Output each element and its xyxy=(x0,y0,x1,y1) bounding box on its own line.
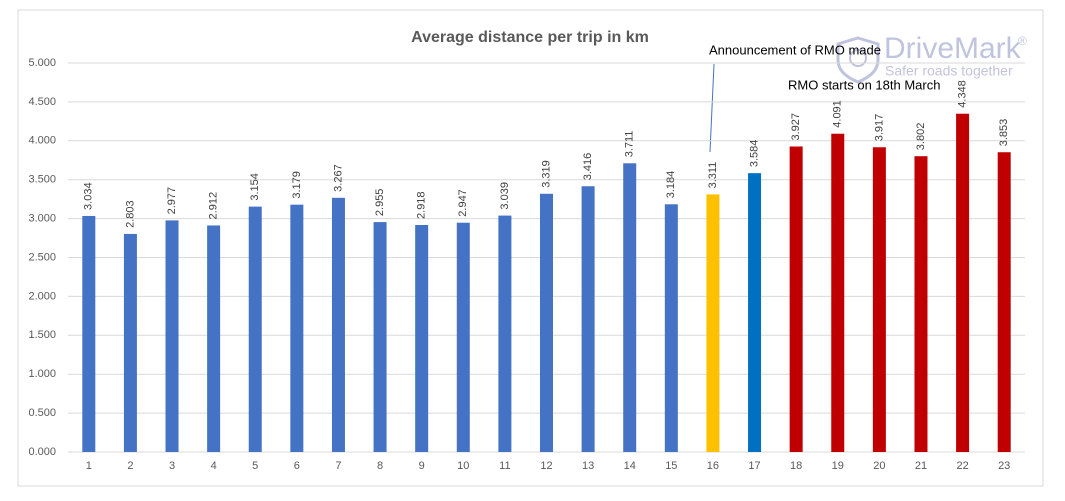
bar xyxy=(207,225,221,452)
x-tick-label: 7 xyxy=(335,460,341,472)
bar xyxy=(290,204,304,452)
y-tick-label: 0.000 xyxy=(28,446,56,458)
logo-name: DriveMark xyxy=(884,32,1022,65)
chart-border xyxy=(17,9,1044,487)
bar xyxy=(82,215,96,452)
bar xyxy=(331,197,345,452)
x-tick-label: 13 xyxy=(582,460,594,472)
bar xyxy=(456,222,470,452)
value-label: 3.184 xyxy=(665,171,677,199)
x-tick-label: 8 xyxy=(377,460,383,472)
value-label: 3.034 xyxy=(83,182,95,210)
x-tick-label: 10 xyxy=(457,460,469,472)
bar xyxy=(415,224,429,452)
chart-title: Average distance per trip in km xyxy=(411,29,649,46)
bar xyxy=(123,233,137,452)
x-tick-label: 19 xyxy=(832,460,844,472)
value-label: 3.853 xyxy=(998,119,1010,147)
value-label: 3.584 xyxy=(748,140,760,168)
x-tick-label: 22 xyxy=(956,460,968,472)
bar xyxy=(997,152,1011,452)
bar xyxy=(623,163,637,453)
x-tick-label: 14 xyxy=(624,460,636,472)
x-tick-label: 2 xyxy=(127,460,133,472)
value-label: 4.091 xyxy=(832,100,844,128)
logo-tagline: Safer roads together xyxy=(885,63,1013,79)
bar xyxy=(914,156,928,452)
x-tick-label: 5 xyxy=(252,460,258,472)
y-tick-label: 0.500 xyxy=(28,407,56,419)
value-label: 2.912 xyxy=(208,192,220,220)
x-tick-label: 3 xyxy=(169,460,175,472)
value-label: 2.955 xyxy=(374,189,386,217)
x-tick-label: 17 xyxy=(748,460,760,472)
value-label: 3.154 xyxy=(249,173,261,201)
y-tick-label: 2.000 xyxy=(28,290,56,302)
logo-wheel xyxy=(849,49,867,67)
bar xyxy=(373,222,387,452)
x-tick-label: 21 xyxy=(915,460,927,472)
value-label: 3.179 xyxy=(291,171,303,199)
bar xyxy=(872,147,886,453)
value-label: 3.039 xyxy=(499,182,511,210)
bar xyxy=(831,133,845,452)
bar xyxy=(748,173,762,452)
x-tick-label: 11 xyxy=(499,460,510,472)
value-label: 3.319 xyxy=(540,160,552,188)
bar xyxy=(789,146,803,452)
bar xyxy=(581,186,595,452)
value-label: 4.348 xyxy=(956,80,968,108)
x-tick-label: 9 xyxy=(419,460,425,472)
bar xyxy=(248,206,262,452)
x-tick-label: 16 xyxy=(707,460,719,472)
value-label: 3.267 xyxy=(332,164,344,192)
x-tick-label: 12 xyxy=(540,460,552,472)
value-label: 2.803 xyxy=(124,200,136,228)
y-tick-label: 2.500 xyxy=(28,251,56,263)
value-label: 2.947 xyxy=(457,189,469,217)
y-tick-label: 1.000 xyxy=(28,368,56,380)
y-tick-label: 1.500 xyxy=(28,329,56,341)
x-tick-label: 1 xyxy=(86,460,92,472)
bar xyxy=(664,204,678,452)
bar xyxy=(498,215,512,452)
x-tick-label: 4 xyxy=(211,460,217,472)
x-tick-label: 18 xyxy=(790,460,802,472)
value-label: 3.711 xyxy=(624,131,636,158)
value-label: 3.311 xyxy=(707,162,719,189)
value-label: 3.802 xyxy=(915,123,927,151)
bar xyxy=(706,194,720,452)
annotation-leader xyxy=(709,63,715,153)
value-label: 3.416 xyxy=(582,153,594,181)
y-tick-label: 4.000 xyxy=(28,135,56,147)
value-label: 3.927 xyxy=(790,113,802,141)
y-tick-label: 5.000 xyxy=(28,57,56,69)
bar xyxy=(540,193,553,452)
annotation: RMO starts on 18th March xyxy=(788,77,940,92)
x-tick-label: 15 xyxy=(665,460,677,472)
logo-mark: ® xyxy=(1018,34,1027,48)
y-tick-label: 3.500 xyxy=(28,174,56,186)
x-tick-label: 20 xyxy=(873,460,885,472)
y-tick-label: 4.500 xyxy=(28,96,56,108)
x-tick-label: 23 xyxy=(998,460,1010,472)
x-tick-label: 6 xyxy=(294,460,300,472)
value-label: 2.977 xyxy=(166,187,178,215)
annotation: Announcement of RMO made xyxy=(709,42,881,57)
y-tick-label: 3.000 xyxy=(28,213,56,225)
bar xyxy=(956,113,970,453)
value-label: 3.917 xyxy=(873,114,885,142)
bar xyxy=(165,220,179,452)
value-label: 2.918 xyxy=(416,191,428,219)
